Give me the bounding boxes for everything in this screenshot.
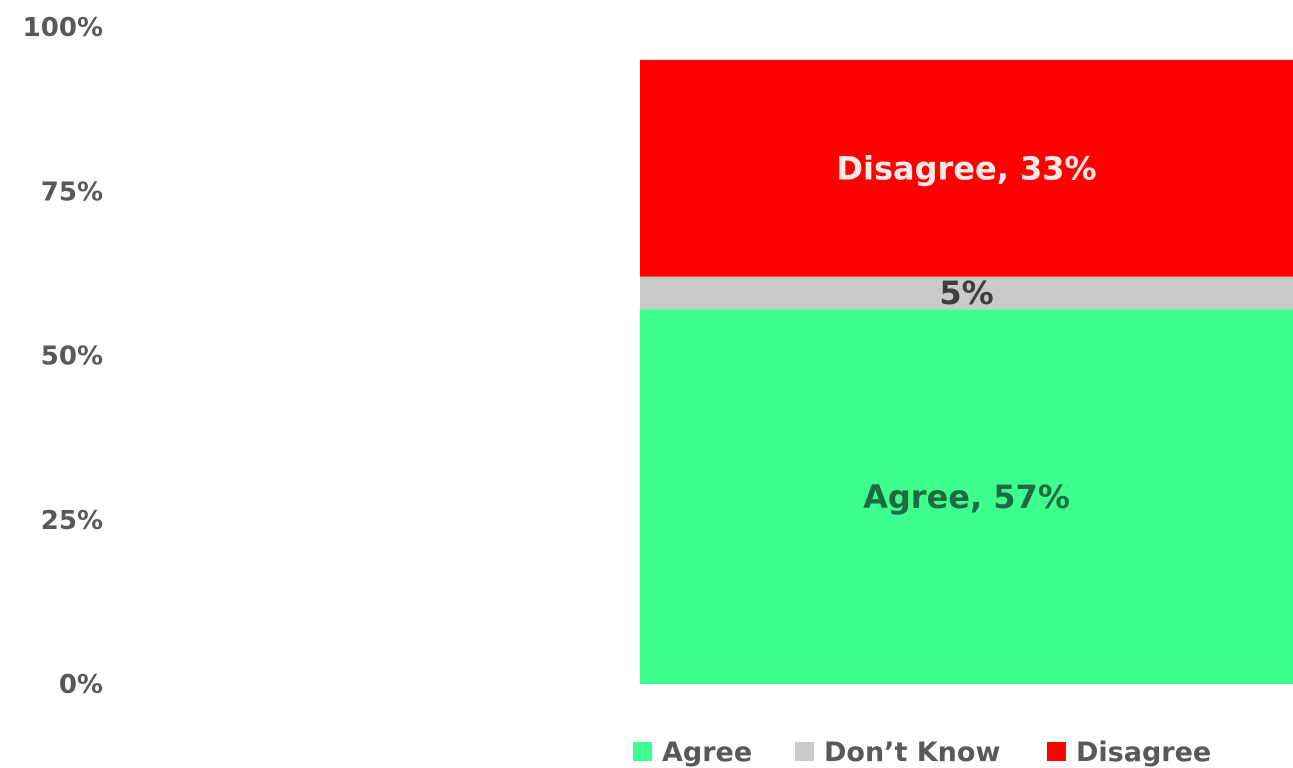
legend-swatch-agree xyxy=(633,742,652,761)
bar-segment-don-t-know xyxy=(640,276,1293,310)
bar-segment-disagree xyxy=(640,59,1293,277)
data-labels: Agree, 57% 5% Disagree, 33% xyxy=(836,149,1096,516)
data-label-agree: Agree, 57% xyxy=(863,478,1070,516)
y-axis: 0% 25% 50% 75% 100% xyxy=(23,13,103,700)
data-label-don-t-know: 5% xyxy=(939,274,993,312)
bar-stack xyxy=(640,59,1293,684)
legend-label-don-t-know: Don’t Know xyxy=(824,737,1000,768)
legend-label-agree: Agree xyxy=(662,737,752,768)
legend: Agree Don’t Know Disagree xyxy=(633,737,1211,768)
y-tick-label: 0% xyxy=(59,670,103,700)
bar-segment-agree xyxy=(640,309,1293,684)
legend-swatch-disagree xyxy=(1047,742,1066,761)
y-tick-label: 100% xyxy=(23,13,103,43)
legend-swatch-don-t-know xyxy=(795,742,814,761)
data-label-disagree: Disagree, 33% xyxy=(836,149,1096,187)
y-tick-label: 50% xyxy=(41,342,103,372)
legend-label-disagree: Disagree xyxy=(1076,737,1211,768)
y-tick-label: 25% xyxy=(41,506,103,536)
y-tick-label: 75% xyxy=(41,177,103,207)
